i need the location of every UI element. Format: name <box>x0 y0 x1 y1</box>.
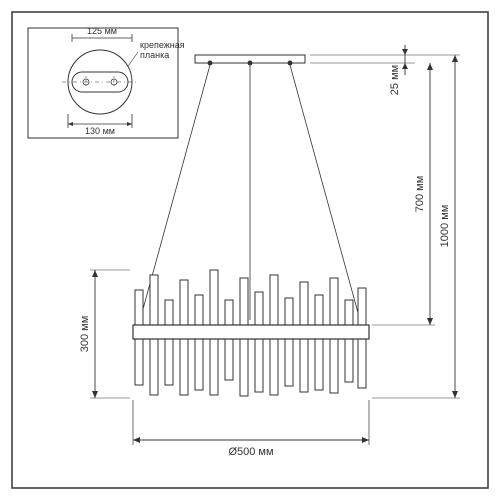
technical-drawing: 125 мм крепежная планка 130 мм <box>0 0 500 500</box>
dim-300: 300 мм <box>79 316 91 353</box>
inset-top-label: 125 мм <box>87 26 117 36</box>
dim-diameter: Ø500 мм <box>228 446 273 458</box>
inset-detail: 125 мм крепежная планка 130 мм <box>28 26 185 138</box>
dim-700: 700 мм <box>414 176 426 213</box>
inset-right-label-2: планка <box>140 50 169 60</box>
dim-1000: 1000 мм <box>439 205 451 248</box>
ring-band <box>133 325 369 339</box>
inset-right-label-1: крепежная <box>140 40 185 50</box>
dim-25: 25 мм <box>389 65 401 95</box>
inset-bottom-label: 130 мм <box>85 126 115 136</box>
dim-fixture-height: 300 мм <box>79 270 130 398</box>
